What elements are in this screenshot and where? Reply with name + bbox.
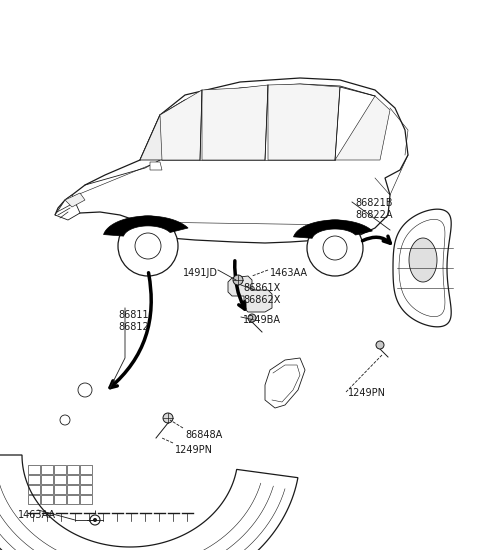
Bar — [67, 485, 79, 494]
Polygon shape — [409, 238, 437, 282]
Bar — [80, 485, 92, 494]
Polygon shape — [140, 100, 185, 160]
Circle shape — [118, 216, 178, 276]
Polygon shape — [0, 455, 298, 550]
Bar — [67, 465, 79, 474]
Bar — [67, 475, 79, 484]
Text: 86862X: 86862X — [243, 295, 280, 305]
Polygon shape — [293, 220, 372, 238]
Text: 1463AA: 1463AA — [270, 268, 308, 278]
Polygon shape — [393, 209, 451, 327]
Bar — [54, 485, 66, 494]
Polygon shape — [202, 85, 268, 160]
Bar — [54, 465, 66, 474]
Polygon shape — [160, 90, 202, 160]
Circle shape — [307, 220, 363, 276]
Bar — [41, 495, 53, 504]
Polygon shape — [228, 276, 272, 312]
Bar — [54, 495, 66, 504]
Text: 86821B: 86821B — [355, 198, 393, 208]
Text: 1249PN: 1249PN — [348, 388, 386, 398]
Polygon shape — [55, 195, 80, 220]
Bar — [41, 465, 53, 474]
Polygon shape — [335, 96, 390, 160]
Text: 1249PN: 1249PN — [175, 445, 213, 455]
Circle shape — [233, 275, 243, 285]
Text: 86811: 86811 — [118, 310, 149, 320]
Polygon shape — [265, 358, 305, 408]
Text: 86812: 86812 — [118, 322, 149, 332]
Polygon shape — [268, 84, 340, 160]
Bar — [67, 495, 79, 504]
Circle shape — [78, 383, 92, 397]
Text: 1249BA: 1249BA — [243, 315, 281, 325]
Circle shape — [248, 314, 256, 322]
Bar — [28, 475, 40, 484]
Circle shape — [376, 341, 384, 349]
Polygon shape — [65, 193, 85, 207]
Polygon shape — [55, 78, 408, 243]
Text: 86822A: 86822A — [355, 210, 393, 220]
Bar — [80, 475, 92, 484]
Bar — [28, 485, 40, 494]
Bar — [28, 495, 40, 504]
Bar — [80, 495, 92, 504]
Circle shape — [93, 518, 97, 522]
Bar — [41, 475, 53, 484]
Text: 86861X: 86861X — [243, 283, 280, 293]
Bar — [28, 465, 40, 474]
Bar — [41, 485, 53, 494]
Text: 1463AA: 1463AA — [18, 510, 56, 520]
Polygon shape — [150, 162, 162, 170]
Circle shape — [163, 413, 173, 423]
Text: 1491JD: 1491JD — [183, 268, 218, 278]
Bar — [80, 465, 92, 474]
Polygon shape — [104, 216, 188, 236]
Circle shape — [90, 515, 100, 525]
Circle shape — [60, 415, 70, 425]
Bar — [54, 475, 66, 484]
Text: 86848A: 86848A — [185, 430, 222, 440]
